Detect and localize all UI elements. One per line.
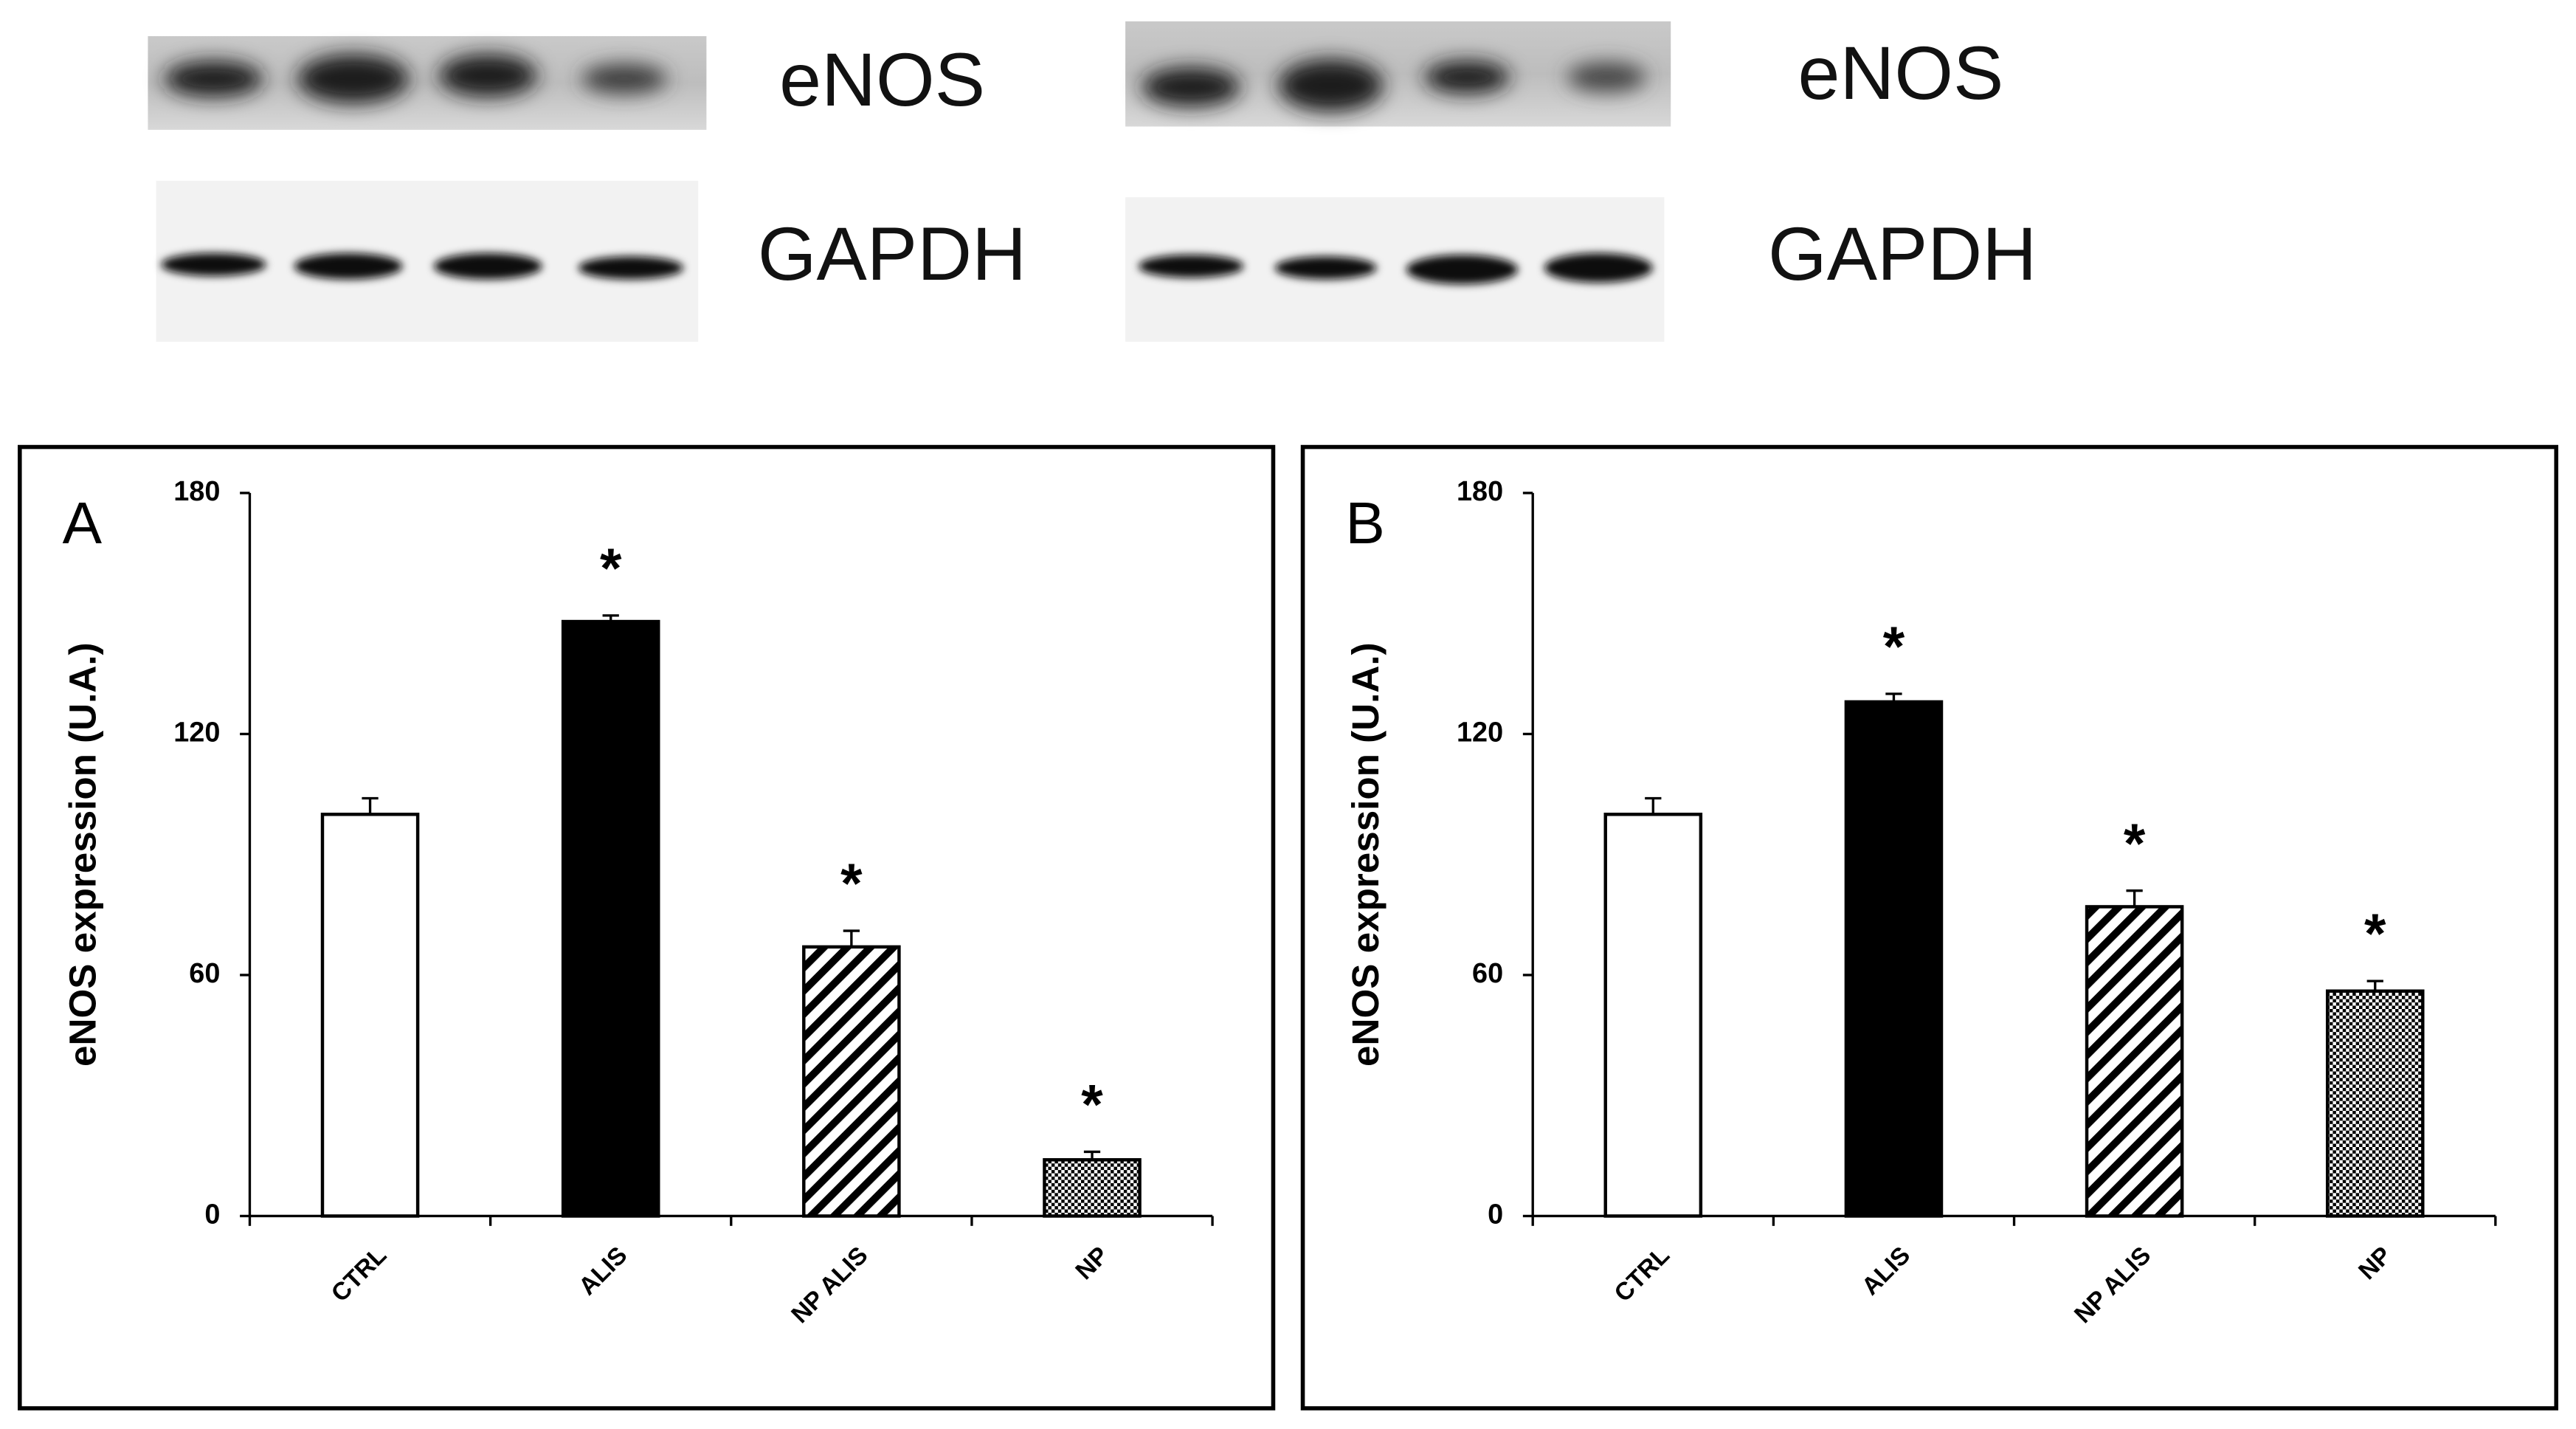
panel-label: A [63, 489, 103, 556]
error-bar [1885, 692, 1902, 702]
significance-marker: * [600, 537, 622, 600]
error-bar [2366, 979, 2383, 991]
x-tick-label: ALIS [1857, 1242, 1916, 1301]
panel-frame [1300, 444, 2558, 1411]
blot-gapdh-right [1125, 197, 1665, 342]
bar [2325, 989, 2425, 1218]
y-tick-label: 60 [1472, 958, 1503, 989]
y-tick-label: 180 [173, 476, 220, 507]
x-tick-label: NP ALIS [2069, 1242, 2156, 1329]
bar [561, 619, 660, 1218]
x-tick-label: CTRL [326, 1242, 392, 1307]
blot-label: GAPDH [758, 211, 1026, 296]
blot-label: eNOS [779, 37, 985, 122]
bar [802, 945, 901, 1218]
y-tick-label: 120 [1457, 717, 1503, 748]
error-bar [1083, 1150, 1101, 1160]
error-bar [2126, 889, 2143, 907]
panel-label: B [1345, 489, 1384, 556]
y-axis-label: eNOS expression (U.A.) [61, 642, 103, 1067]
y-tick-label: 0 [204, 1199, 220, 1230]
blot-gapdh-left [156, 180, 699, 342]
panel-frame [18, 444, 1276, 1411]
bar [1603, 813, 1703, 1218]
y-tick-label: 60 [189, 958, 220, 989]
x-tick-label: NP [1071, 1242, 1114, 1285]
blot-enos-right [1125, 21, 1671, 127]
blot-label: eNOS [1798, 30, 2003, 115]
error-bar [843, 929, 860, 947]
error-bar [362, 796, 379, 815]
error-bar [1645, 796, 1662, 815]
y-tick-label: 120 [173, 717, 220, 748]
x-tick-label: ALIS [573, 1242, 632, 1301]
blot-label: GAPDH [1768, 211, 2037, 296]
significance-marker: * [2124, 813, 2146, 875]
blot-enos-left [148, 35, 707, 130]
bar [2085, 905, 2184, 1218]
significance-marker: * [2364, 903, 2386, 965]
x-tick-label: CTRL [1609, 1242, 1675, 1307]
significance-marker: * [840, 853, 863, 915]
x-tick-label: NP ALIS [787, 1242, 874, 1329]
error-bar [602, 614, 619, 622]
y-axis-label: eNOS expression (U.A.) [1344, 642, 1387, 1067]
significance-marker: * [1883, 616, 1905, 678]
significance-marker: * [1081, 1074, 1103, 1137]
bar [1844, 700, 1944, 1218]
y-tick-label: 0 [1488, 1199, 1503, 1230]
bar [1043, 1158, 1142, 1218]
y-tick-label: 180 [1457, 476, 1503, 507]
bar [320, 813, 420, 1218]
x-tick-label: NP [2354, 1242, 2397, 1285]
